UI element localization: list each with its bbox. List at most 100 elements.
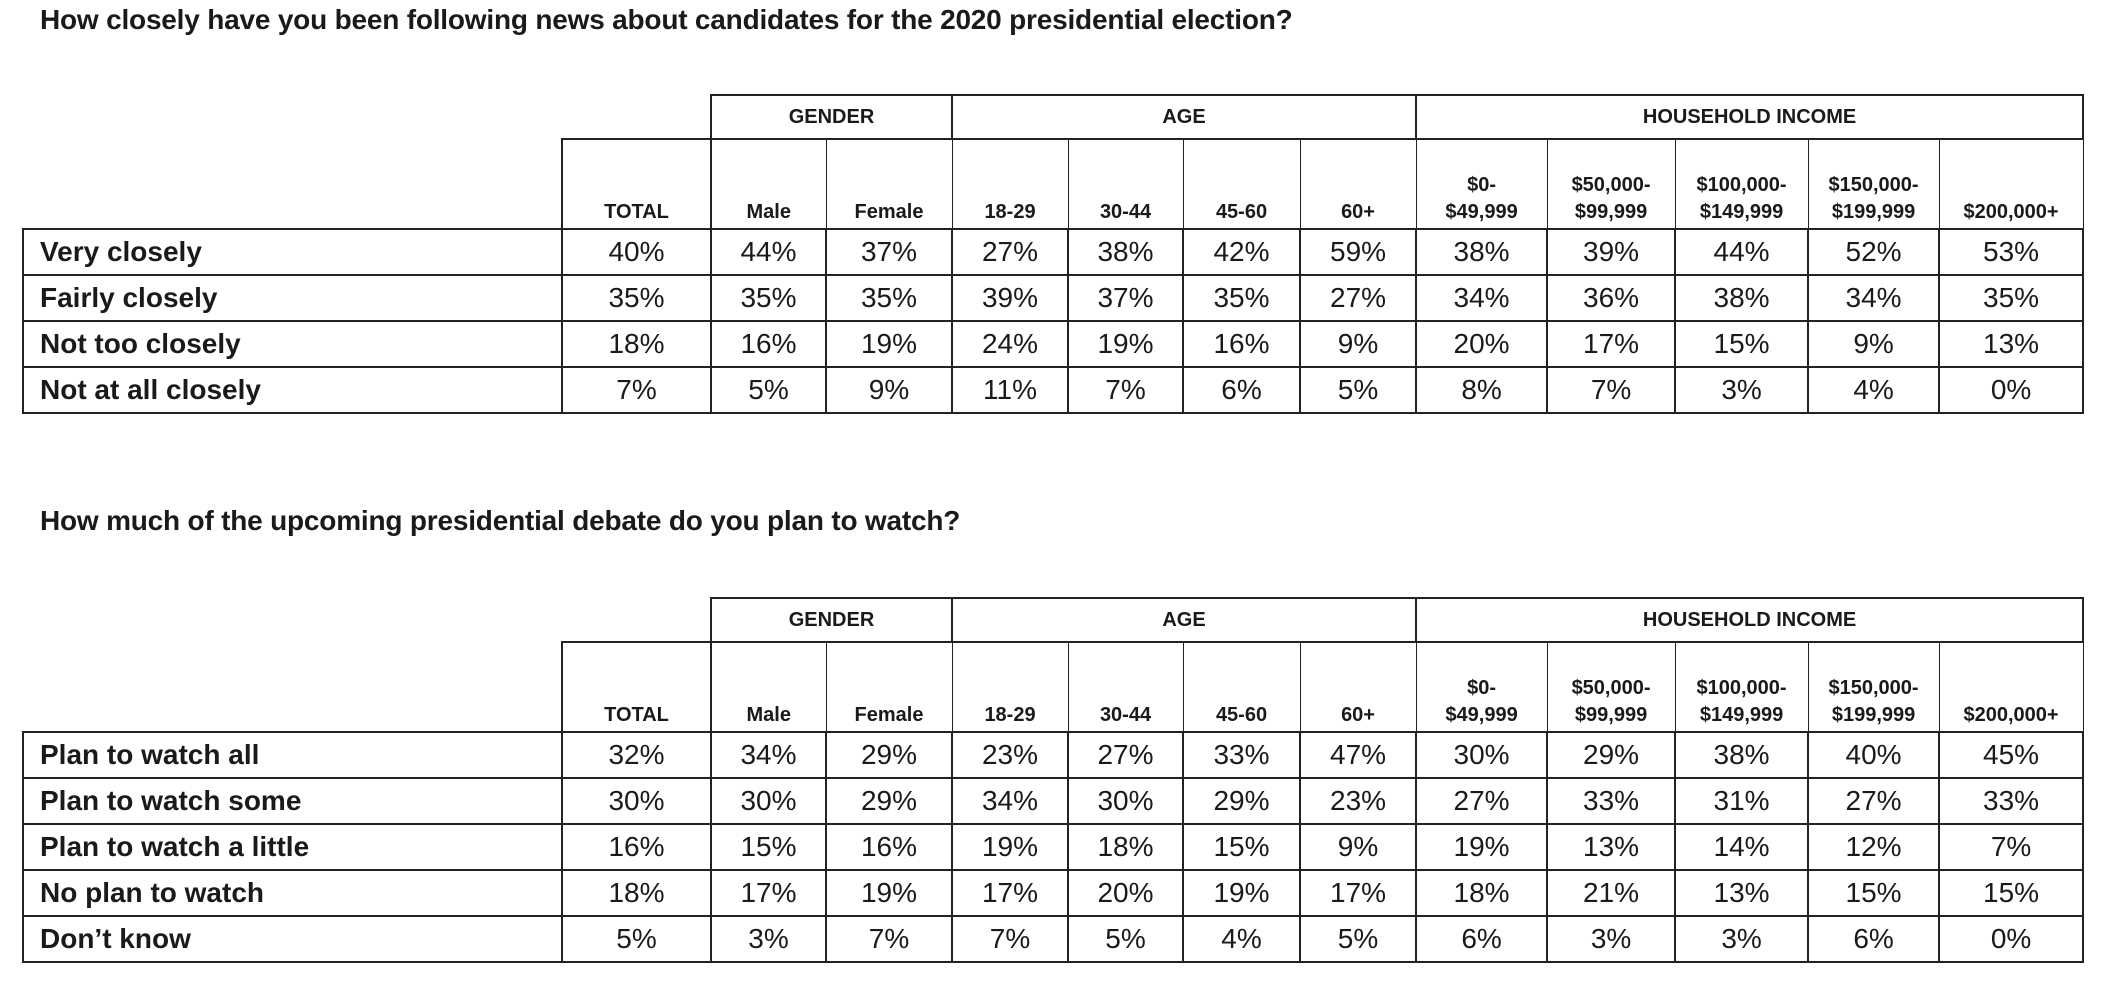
cell-age-45-60: 33% [1182, 731, 1302, 779]
cell-female: 29% [824, 731, 954, 779]
cell-income-100000-149999: 44% [1674, 228, 1810, 276]
group-header-age: AGE [951, 597, 1418, 643]
row-label: Plan to watch a little [22, 823, 563, 871]
table-row: Not too closely 18% 16% 19% 24% 19% 16% … [22, 320, 2085, 368]
cell-male: 34% [710, 731, 827, 779]
row-label: Not at all closely [22, 366, 563, 414]
cell-age-18-29: 24% [951, 320, 1070, 368]
cell-age-30-44: 20% [1067, 869, 1185, 917]
column-header-age-30-44: 30-44 [1067, 138, 1184, 229]
question-1-title: How closely have you been following news… [40, 4, 1293, 35]
header-line: $149,999 [1699, 201, 1784, 223]
cell-male: 35% [710, 274, 827, 322]
cell-age-60-plus: 5% [1299, 366, 1418, 414]
cell-age-45-60: 42% [1182, 228, 1302, 276]
cell-male: 16% [710, 320, 827, 368]
column-header-income-100000-149999: $100,000- $149,999 [1674, 641, 1809, 732]
cell-income-100000-149999: 38% [1674, 274, 1810, 322]
cell-female: 9% [824, 366, 954, 414]
cell-income-50000-99999: 29% [1546, 731, 1677, 779]
cell-male: 30% [710, 777, 827, 825]
cell-income-50000-99999: 13% [1546, 823, 1677, 871]
table-row: Plan to watch a little 16% 15% 16% 19% 1… [22, 823, 2085, 871]
cell-female: 35% [824, 274, 954, 322]
cell-male: 5% [710, 366, 827, 414]
cell-female: 7% [824, 915, 954, 963]
column-header-age-60-plus: 60+ [1299, 138, 1417, 229]
cell-income-200000-plus: 45% [1938, 731, 2085, 779]
column-header-male: Male [710, 138, 827, 229]
table-row: Don’t know 5% 3% 7% 7% 5% 4% 5% 6% 3% 3%… [22, 915, 2085, 963]
cell-income-200000-plus: 13% [1938, 320, 2085, 368]
cell-income-100000-149999: 3% [1674, 366, 1810, 414]
cell-income-100000-149999: 38% [1674, 731, 1810, 779]
cell-age-60-plus: 5% [1299, 915, 1418, 963]
table-row: Not at all closely 7% 5% 9% 11% 7% 6% 5%… [22, 366, 2085, 414]
cell-age-45-60: 6% [1182, 366, 1302, 414]
cell-female: 19% [824, 869, 954, 917]
cell-age-18-29: 39% [951, 274, 1070, 322]
header-line: $199,999 [1831, 201, 1916, 223]
cell-income-100000-149999: 14% [1674, 823, 1810, 871]
blank-corner [23, 598, 711, 642]
cell-income-50000-99999: 7% [1546, 366, 1677, 414]
cell-income-50000-99999: 21% [1546, 869, 1677, 917]
crosstab-table-2: GENDER AGE HOUSEHOLD INCOME TOTAL Male F… [22, 597, 2085, 963]
group-header-gender: GENDER [709, 94, 954, 140]
cell-income-0-49999: 30% [1415, 731, 1549, 779]
cell-age-30-44: 5% [1067, 915, 1185, 963]
cell-age-18-29: 27% [951, 228, 1070, 276]
cell-income-0-49999: 38% [1415, 228, 1549, 276]
cell-female: 16% [824, 823, 954, 871]
cell-age-18-29: 34% [951, 777, 1070, 825]
cell-age-60-plus: 47% [1299, 731, 1418, 779]
cell-age-45-60: 16% [1182, 320, 1302, 368]
cell-income-200000-plus: 33% [1938, 777, 2085, 825]
cell-total: 40% [561, 228, 712, 276]
group-header-age: AGE [951, 94, 1418, 140]
header-line: $199,999 [1831, 704, 1916, 726]
cell-age-30-44: 38% [1067, 228, 1185, 276]
column-header-income-50000-99999: $50,000- $99,999 [1546, 138, 1676, 229]
cell-income-50000-99999: 39% [1546, 228, 1677, 276]
cell-income-200000-plus: 53% [1938, 228, 2085, 276]
column-header-male: Male [710, 641, 827, 732]
cell-total: 35% [561, 274, 712, 322]
cell-male: 44% [710, 228, 827, 276]
header-line: $150,000- [1828, 174, 1919, 196]
table-row: Plan to watch some 30% 30% 29% 34% 30% 2… [22, 777, 2085, 825]
cell-age-18-29: 11% [951, 366, 1070, 414]
cell-age-45-60: 15% [1182, 823, 1302, 871]
cell-age-18-29: 23% [951, 731, 1070, 779]
cell-income-200000-plus: 15% [1938, 869, 2085, 917]
cell-age-45-60: 19% [1182, 869, 1302, 917]
cell-male: 17% [710, 869, 827, 917]
header-line: $99,999 [1574, 201, 1648, 223]
cell-income-100000-149999: 3% [1674, 915, 1810, 963]
question-2-title: How much of the upcoming presidential de… [40, 505, 961, 536]
column-header-age-18-29: 18-29 [951, 641, 1069, 732]
blank-corner [23, 95, 711, 139]
column-header-income-0-49999: $0- $49,999 [1415, 641, 1548, 732]
cell-income-150000-199999: 9% [1807, 320, 1941, 368]
header-line: $50,000- [1571, 677, 1651, 699]
cell-age-30-44: 18% [1067, 823, 1185, 871]
cell-income-150000-199999: 12% [1807, 823, 1941, 871]
cell-income-50000-99999: 17% [1546, 320, 1677, 368]
blank-row-header [23, 139, 562, 229]
cell-total: 18% [561, 869, 712, 917]
group-header-gender: GENDER [709, 597, 954, 643]
column-header-female: Female [825, 641, 953, 732]
header-line: $0- [1467, 677, 1496, 699]
column-header-age-18-29: 18-29 [951, 138, 1069, 229]
header-line: $0- [1467, 174, 1496, 196]
row-label: No plan to watch [22, 869, 563, 917]
cell-female: 29% [824, 777, 954, 825]
cell-age-45-60: 35% [1182, 274, 1302, 322]
crosstab-table-1: GENDER AGE HOUSEHOLD INCOME TOTAL Male F… [22, 94, 2085, 414]
table-row: Fairly closely 35% 35% 35% 39% 37% 35% 2… [22, 274, 2085, 322]
cell-age-60-plus: 9% [1299, 320, 1418, 368]
cell-income-100000-149999: 31% [1674, 777, 1810, 825]
cell-age-60-plus: 23% [1299, 777, 1418, 825]
header-line: $49,999 [1445, 201, 1518, 223]
